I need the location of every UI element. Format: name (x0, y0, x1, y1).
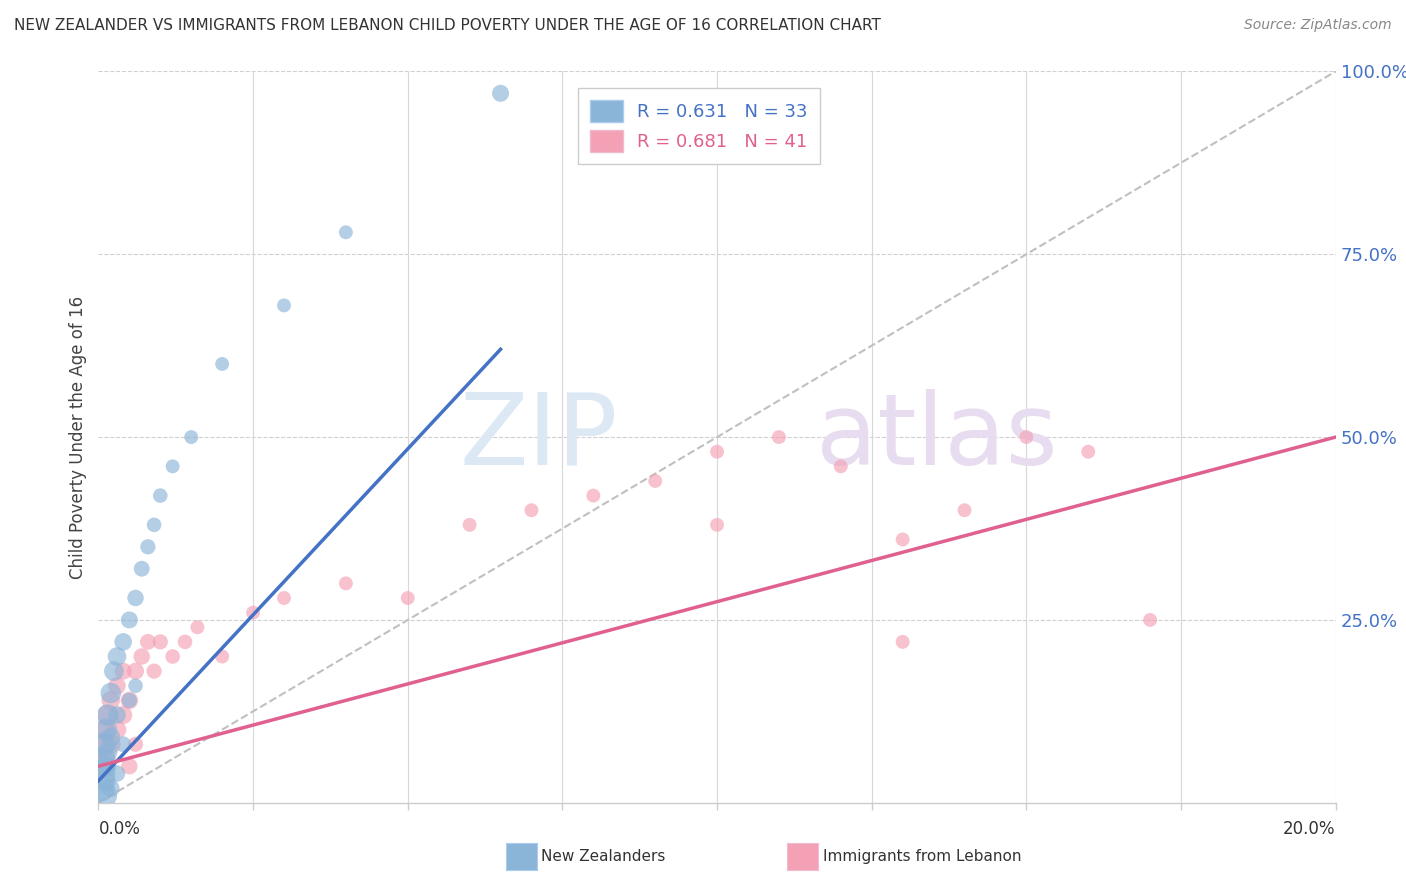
Point (335, 225, 357, 239)
Point (93, 737, 115, 751)
Point (149, 635, 172, 649)
Point (124, 679, 146, 693)
Point (131, 562, 153, 576)
Point (94, 723, 117, 737)
Point (706, 444, 728, 458)
Text: ZIP: ZIP (460, 389, 619, 485)
Point (100, 693, 122, 707)
Text: Source: ZipAtlas.com: Source: ZipAtlas.com (1244, 18, 1392, 32)
Point (93, 773, 115, 788)
Point (136, 635, 159, 649)
Point (112, 737, 135, 751)
Point (396, 591, 419, 605)
Text: 20.0%: 20.0% (1284, 820, 1336, 838)
Point (93, 752, 115, 766)
Point (273, 591, 295, 605)
Point (953, 503, 976, 517)
Point (100, 781, 122, 796)
Point (143, 664, 166, 678)
Text: Immigrants from Lebanon: Immigrants from Lebanon (823, 849, 1021, 863)
Point (136, 540, 159, 554)
Point (1139, 613, 1161, 627)
Point (186, 620, 208, 634)
Text: New Zealanders: New Zealanders (541, 849, 665, 863)
Point (1077, 444, 1099, 458)
Point (1015, 430, 1038, 444)
Point (768, 430, 790, 444)
Point (105, 649, 128, 664)
Point (90, 759, 112, 773)
Point (644, 474, 666, 488)
Point (118, 693, 141, 707)
Point (335, 576, 357, 591)
Point (97, 708, 120, 723)
Point (105, 766, 128, 780)
Point (112, 635, 135, 649)
Point (105, 679, 128, 693)
Point (93, 723, 115, 737)
Point (90, 781, 112, 796)
Point (180, 430, 202, 444)
Point (582, 489, 605, 503)
Point (94, 759, 117, 773)
Legend: R = 0.631   N = 33, R = 0.681   N = 41: R = 0.631 N = 33, R = 0.681 N = 41 (578, 87, 820, 164)
Point (211, 357, 233, 371)
Point (211, 649, 233, 664)
Point (273, 298, 295, 312)
Point (100, 686, 122, 700)
Text: NEW ZEALANDER VS IMMIGRANTS FROM LEBANON CHILD POVERTY UNDER THE AGE OF 16 CORRE: NEW ZEALANDER VS IMMIGRANTS FROM LEBANON… (14, 18, 882, 33)
Point (124, 737, 146, 751)
Point (149, 489, 172, 503)
Point (242, 606, 264, 620)
Point (124, 591, 146, 605)
Point (90, 766, 112, 780)
Point (112, 708, 135, 723)
Point (93, 789, 115, 803)
Point (103, 664, 125, 678)
Point (105, 723, 128, 737)
Point (174, 635, 197, 649)
Point (118, 613, 141, 627)
Point (706, 517, 728, 532)
Point (97, 708, 120, 723)
Point (118, 693, 141, 707)
Point (93, 737, 115, 751)
Point (891, 635, 914, 649)
Point (100, 737, 122, 751)
Point (162, 459, 184, 474)
Point (489, 87, 512, 101)
Point (891, 533, 914, 547)
Point (112, 664, 135, 678)
Point (100, 730, 122, 744)
Point (131, 649, 153, 664)
Point (105, 708, 128, 723)
Point (458, 517, 481, 532)
Text: 0.0%: 0.0% (98, 820, 141, 838)
Point (162, 649, 184, 664)
Point (830, 459, 852, 474)
Point (143, 517, 166, 532)
Point (97, 745, 120, 759)
Point (93, 752, 115, 766)
Point (118, 759, 141, 773)
Point (520, 503, 543, 517)
Text: atlas: atlas (815, 389, 1057, 485)
Point (124, 664, 146, 678)
Y-axis label: Child Poverty Under the Age of 16: Child Poverty Under the Age of 16 (69, 295, 87, 579)
